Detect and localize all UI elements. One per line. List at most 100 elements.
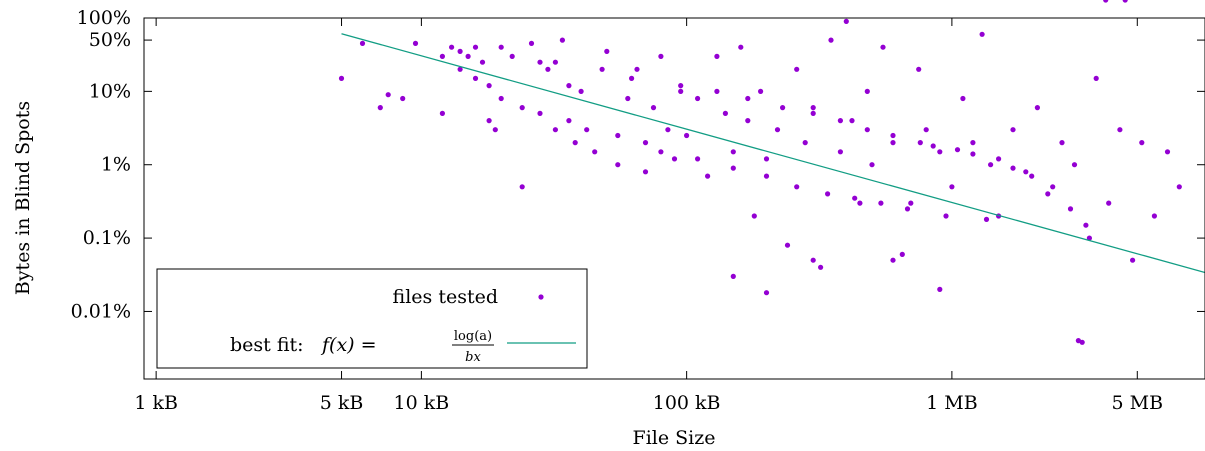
- data-point: [890, 257, 896, 263]
- data-point: [878, 200, 884, 206]
- data-point: [1023, 169, 1029, 175]
- data-point: [837, 118, 844, 124]
- data-point: [794, 66, 800, 72]
- data-point: [1117, 127, 1123, 133]
- data-point: [908, 200, 914, 206]
- data-point: [1083, 222, 1089, 228]
- y-tick-label: 0.1%: [83, 227, 131, 249]
- data-point: [852, 195, 858, 201]
- data-point: [498, 95, 504, 102]
- data-point: [843, 18, 849, 24]
- data-point: [1086, 235, 1092, 241]
- data-point: [625, 95, 631, 102]
- data-point: [774, 127, 781, 133]
- data-point: [566, 83, 572, 89]
- data-point: [492, 127, 498, 133]
- data-point: [949, 184, 955, 190]
- data-point: [864, 127, 870, 133]
- data-point: [449, 44, 455, 50]
- data-point: [869, 162, 875, 168]
- data-point: [763, 156, 770, 162]
- x-axis-ticks: 1 kB 5 kB 10 kB 100 kB 1 MB 5 MB: [134, 18, 1163, 414]
- data-point: [634, 66, 640, 72]
- data-point: [578, 88, 584, 94]
- legend-label-fit-formula: f(x) =: [320, 334, 377, 356]
- data-point: [519, 184, 525, 190]
- data-point: [837, 149, 844, 155]
- data-point: [960, 95, 966, 102]
- data-point: [983, 216, 990, 222]
- data-point: [439, 110, 445, 116]
- data-point: [970, 151, 976, 157]
- data-point: [1079, 339, 1085, 345]
- data-point: [916, 66, 922, 72]
- data-point: [465, 53, 471, 60]
- data-point: [1106, 200, 1112, 206]
- data-point: [377, 105, 383, 111]
- data-point: [338, 75, 345, 81]
- data-point: [923, 127, 929, 133]
- data-point: [849, 118, 855, 124]
- data-point: [1093, 75, 1099, 81]
- legend-label-fit-prefix: best fit:: [230, 334, 304, 356]
- data-point: [412, 40, 419, 47]
- data-point: [457, 66, 463, 72]
- fit-line: [341, 33, 1205, 274]
- plot-frame: [143, 17, 1205, 380]
- data-point: [479, 59, 486, 65]
- data-point: [937, 149, 943, 155]
- y-axis-ticks: 100%50% 10% 1% 0.1% 0.01%: [71, 7, 1205, 322]
- data-point: [695, 156, 701, 162]
- data-point: [604, 48, 610, 55]
- data-point: [1130, 257, 1136, 263]
- data-point: [1010, 165, 1016, 171]
- data-point: [472, 75, 479, 81]
- data-point: [1034, 105, 1040, 111]
- data-point: [970, 140, 976, 146]
- data-point: [780, 105, 786, 111]
- data-point: [1045, 191, 1051, 197]
- data-point: [599, 66, 605, 72]
- data-point: [678, 83, 684, 89]
- data-point: [904, 206, 911, 212]
- data-point: [439, 53, 445, 60]
- data-point: [584, 127, 590, 133]
- data-point: [592, 149, 598, 155]
- data-point: [722, 110, 729, 116]
- data-point: [730, 165, 736, 171]
- x-tick-label: 100 kB: [653, 392, 721, 414]
- x-tick-label: 5 kB: [320, 392, 364, 414]
- data-point: [1071, 162, 1078, 168]
- data-point: [730, 273, 736, 279]
- data-point: [751, 213, 757, 219]
- y-tick-label: 1%: [101, 154, 131, 176]
- data-point: [714, 88, 720, 94]
- data-point: [745, 118, 751, 124]
- data-point: [486, 118, 492, 124]
- legend-label-scatter: files tested: [393, 286, 498, 308]
- legend-box: [156, 268, 588, 369]
- data-point: [629, 75, 635, 81]
- data-point: [738, 44, 744, 50]
- data-point: [457, 48, 463, 55]
- data-point: [1176, 184, 1182, 190]
- data-point: [818, 264, 824, 270]
- data-point: [642, 140, 649, 146]
- data-point: [537, 110, 543, 116]
- data-point: [615, 162, 621, 168]
- data-point: [695, 95, 701, 102]
- data-point: [1010, 127, 1016, 133]
- y-axis-label: Bytes in Blind Spots: [12, 101, 34, 295]
- data-point: [864, 88, 870, 94]
- data-point: [954, 147, 961, 153]
- data-point: [359, 40, 366, 47]
- x-tick-label: 5 MB: [1112, 392, 1164, 414]
- data-point: [1139, 140, 1145, 146]
- y-tick-label: 10%: [89, 80, 131, 102]
- data-point: [996, 156, 1002, 162]
- data-point: [1059, 140, 1065, 146]
- data-point: [400, 95, 406, 102]
- data-point: [498, 44, 504, 50]
- data-point: [810, 110, 816, 116]
